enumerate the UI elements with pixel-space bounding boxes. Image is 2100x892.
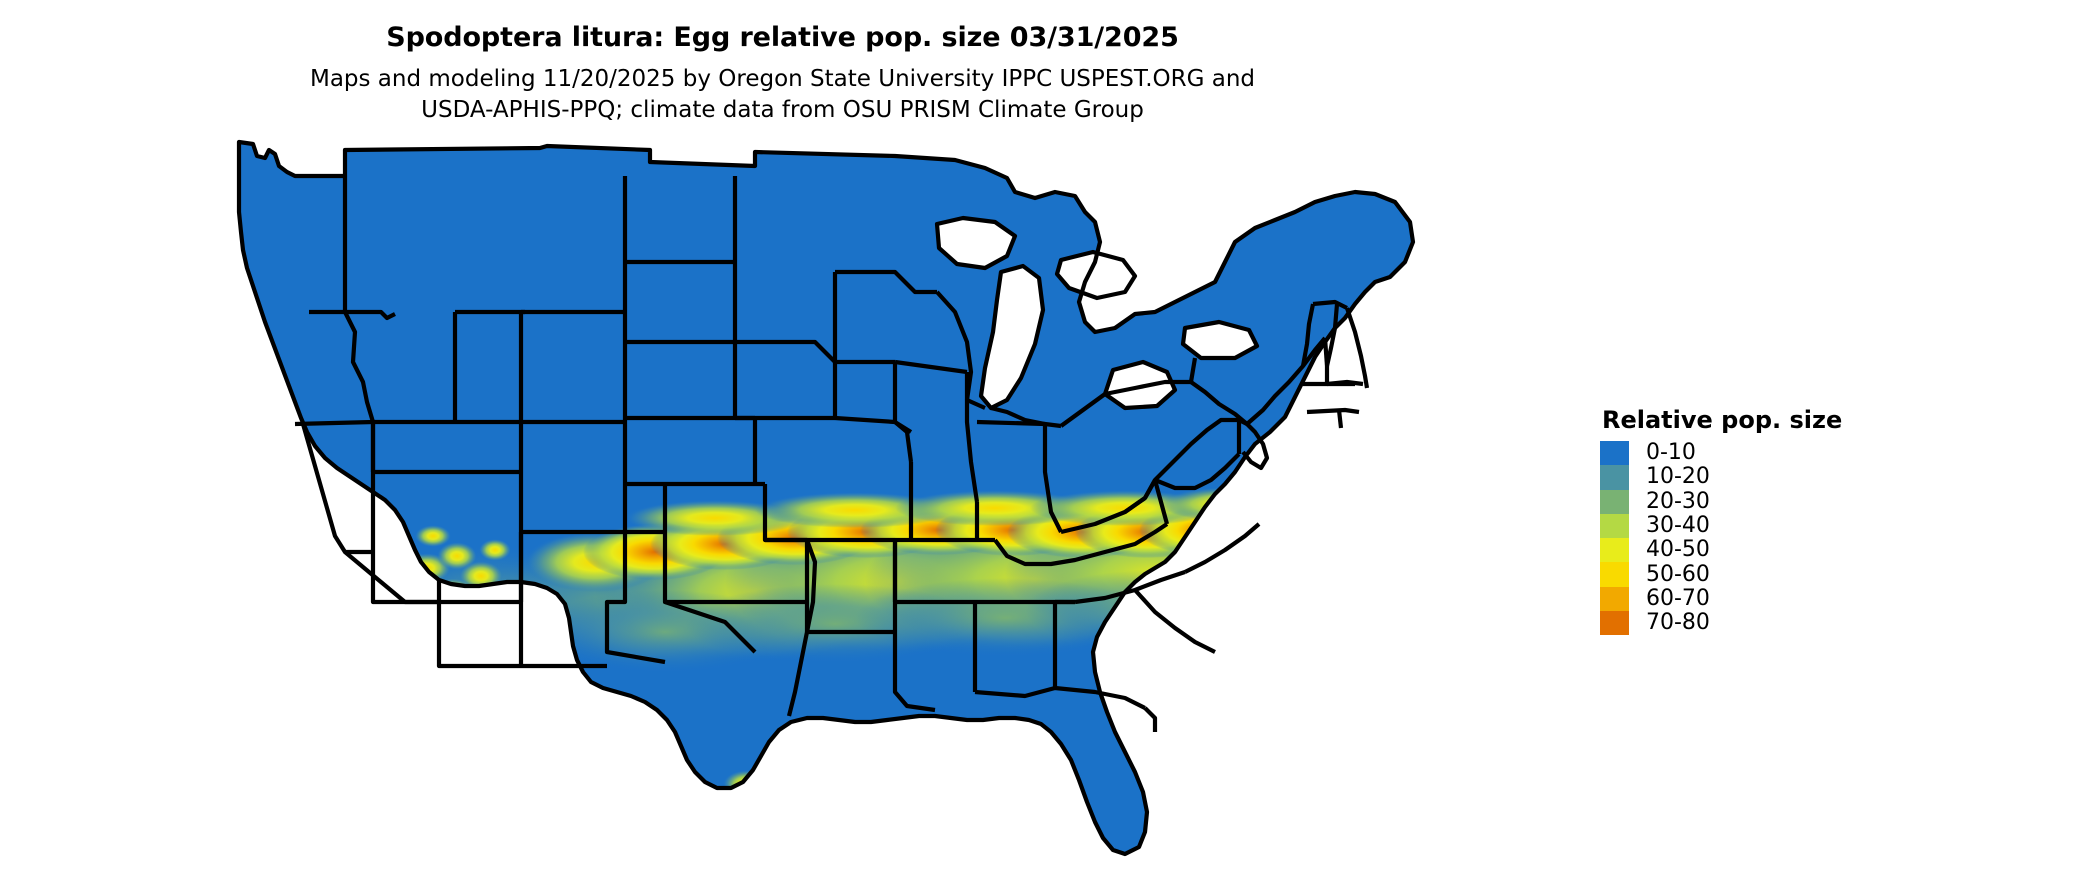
legend-swatch-70-80 [1600, 611, 1629, 636]
page-title: Spodoptera litura: Egg relative pop. siz… [386, 22, 1179, 53]
legend-row[interactable]: 30-40 [1600, 513, 1900, 539]
map-raster-layer [239, 142, 1413, 854]
legend-row[interactable]: 70-80 [1600, 610, 1900, 636]
legend-swatch-30-40 [1600, 513, 1629, 539]
map-legend: Relative pop. size 0-10 10-20 20-30 30-4… [1600, 406, 1900, 636]
legend-row[interactable]: 0-10 [1600, 440, 1900, 466]
legend-row[interactable]: 60-70 [1600, 585, 1900, 612]
legend-swatch-0-10 [1600, 441, 1629, 466]
state-boundaries [236, 139, 1416, 857]
legend-label-10-20: 10-20 [1646, 464, 1710, 490]
choropleth-map [195, 132, 1515, 872]
legend-label-0-10: 0-10 [1646, 440, 1696, 466]
legend-swatch-50-60 [1600, 562, 1629, 587]
legend-row[interactable]: 50-60 [1600, 561, 1900, 587]
legend-swatch-10-20 [1600, 465, 1629, 490]
subtitle-line-1: Maps and modeling 11/20/2025 by Oregon S… [309, 66, 1256, 92]
legend-label-60-70: 60-70 [1646, 585, 1710, 611]
subtitle-line-2: USDA-APHIS-PPQ; climate data from OSU PR… [421, 97, 1144, 123]
title-block: Spodoptera litura: Egg relative pop. siz… [0, 0, 1565, 126]
legend-label-50-60: 50-60 [1646, 561, 1710, 587]
us-map-svg [236, 139, 1416, 857]
legend-swatch-60-70 [1600, 586, 1629, 612]
legend-title: Relative pop. size [1602, 406, 1843, 434]
legend-items: 0-10 10-20 20-30 30-40 40-50 50-60 [1600, 440, 1900, 636]
legend-row[interactable]: 40-50 [1600, 537, 1900, 563]
legend-label-30-40: 30-40 [1646, 513, 1710, 539]
legend-row[interactable]: 10-20 [1600, 464, 1900, 490]
legend-swatch-20-30 [1600, 489, 1629, 514]
legend-swatch-40-50 [1600, 538, 1629, 563]
legend-label-70-80: 70-80 [1646, 610, 1710, 636]
south-florida-hotspot [1167, 742, 1247, 802]
legend-label-20-30: 20-30 [1646, 488, 1710, 514]
great-lakes [937, 218, 1257, 408]
legend-label-40-50: 40-50 [1646, 537, 1710, 563]
legend-row[interactable]: 20-30 [1600, 488, 1900, 514]
subtitle-block: Maps and modeling 11/20/2025 by Oregon S… [0, 64, 1565, 126]
